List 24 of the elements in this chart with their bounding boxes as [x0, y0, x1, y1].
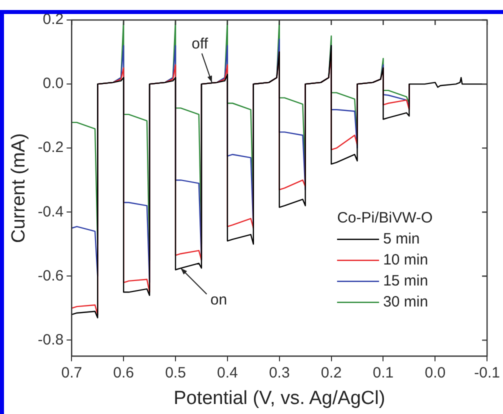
x-tick-label: 0.6	[113, 364, 134, 382]
x-tick-label: 0.0	[424, 364, 446, 382]
x-tick-label: 0.3	[268, 364, 290, 382]
x-tick-label: 0.4	[217, 364, 238, 382]
x-tick-label: 0.1	[372, 364, 394, 382]
x-tick-label: 0.2	[320, 364, 342, 382]
y-tick-label: 0.0	[42, 75, 64, 92]
y-tick-label: 0.2	[42, 11, 64, 28]
x-tick-label: 0.7	[61, 364, 82, 382]
x-tick-label: -0.1	[474, 364, 500, 382]
x-axis-title: Potential (V, vs. Ag/AgCl)	[174, 388, 386, 409]
y-tick-label: -0.4	[38, 203, 64, 220]
legend-title: Co-Pi/BiVW-O	[337, 210, 433, 226]
y-axis-title: Current (mA)	[8, 133, 30, 243]
y-tick-label: -0.8	[38, 331, 64, 348]
annotation: off	[192, 36, 209, 53]
legend-label: 15 min	[383, 272, 428, 290]
y-tick-label: -0.6	[38, 267, 64, 284]
y-tick-label: -0.2	[38, 139, 64, 156]
annotation: on	[210, 291, 228, 308]
x-tick-label: 0.5	[165, 364, 186, 382]
legend-label: 30 min	[383, 294, 428, 310]
legend-label: 10 min	[383, 252, 428, 268]
legend-label: 5 min	[383, 230, 420, 248]
